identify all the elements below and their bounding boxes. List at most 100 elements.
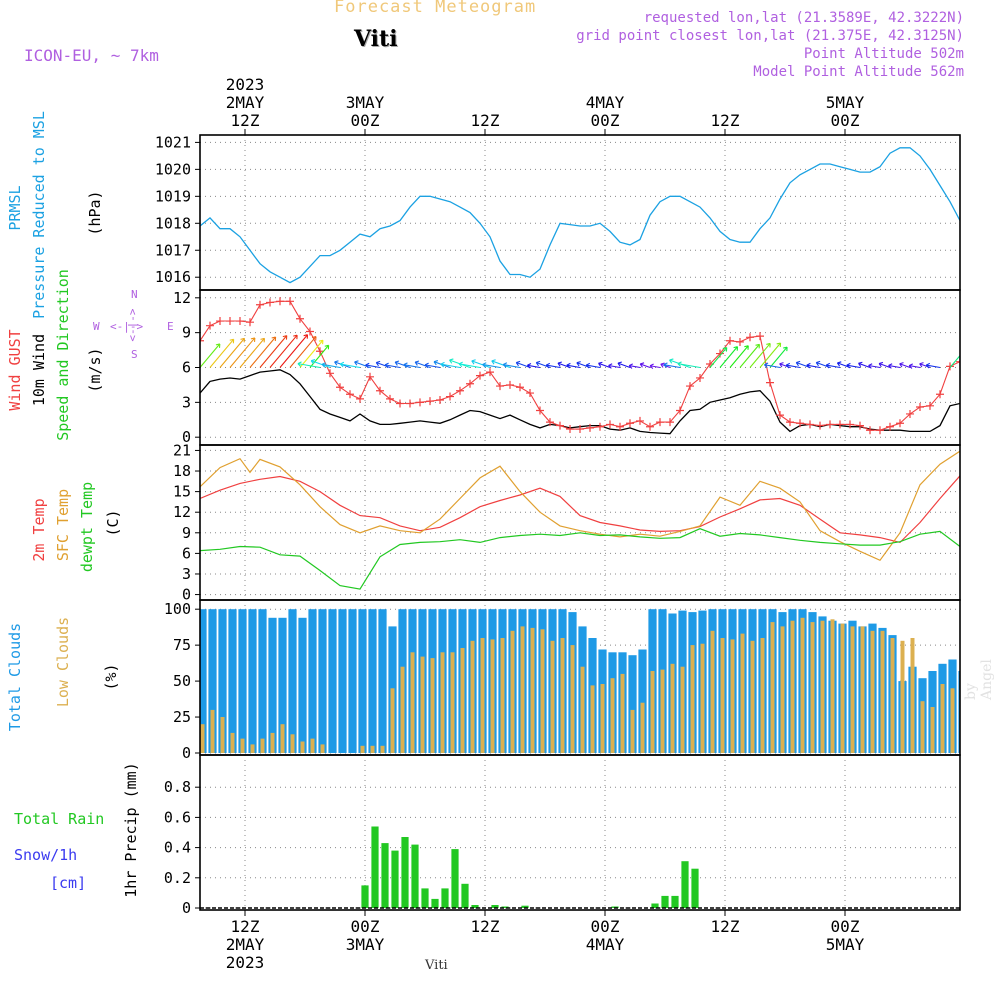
temperature-tick-label: 21 xyxy=(173,441,191,459)
wind-arrow-head xyxy=(282,335,288,340)
low-cloud-bar xyxy=(720,638,725,753)
total-cloud-bar xyxy=(248,609,257,753)
total-cloud-bar xyxy=(200,609,207,753)
rain-bar xyxy=(401,837,409,908)
wind-arrow xyxy=(546,364,561,369)
time-label-bottom: 00Z xyxy=(351,917,380,936)
clouds-plot xyxy=(200,609,995,753)
low-cloud-bar xyxy=(530,627,535,753)
gust-marker xyxy=(296,314,304,323)
gust-marker xyxy=(946,362,954,371)
gust-marker xyxy=(226,317,234,326)
gust-marker xyxy=(936,390,944,399)
gust-marker xyxy=(366,372,374,381)
wind-arrow-head xyxy=(628,363,634,369)
time-label-bottom: 00Z xyxy=(591,917,620,936)
low-cloud-bar xyxy=(790,620,795,753)
low-cloud-bar xyxy=(670,663,675,753)
low-cloud-bar xyxy=(940,684,945,753)
wind-arrow-head xyxy=(324,344,330,350)
wind-arrow-head xyxy=(779,362,784,368)
temp-label-2m: 2m Temp xyxy=(30,498,48,561)
wind-arrow-head xyxy=(925,362,931,369)
low-cloud-bar xyxy=(380,745,385,753)
low-cloud-bar xyxy=(991,674,995,753)
wind-arrow-head xyxy=(617,361,622,367)
gust-marker xyxy=(886,422,894,431)
temperature-tick-label: 3 xyxy=(182,565,191,583)
low-cloud-bar xyxy=(640,702,645,753)
total-cloud-bar xyxy=(338,609,347,753)
gust-marker xyxy=(916,402,924,411)
wind-arrow xyxy=(909,365,921,369)
clouds-tick-label: 25 xyxy=(173,708,191,726)
wind-arrow xyxy=(482,363,501,369)
wind-arrow-head xyxy=(354,360,359,366)
wind-arrow xyxy=(394,361,411,369)
time-label-bottom: 4MAY xyxy=(586,935,625,954)
precip-tick-label: 0.8 xyxy=(164,778,191,796)
gust-marker xyxy=(586,423,594,432)
low-cloud-bar xyxy=(700,643,705,753)
low-cloud-bar xyxy=(270,732,275,753)
compass-west: W xyxy=(93,320,100,333)
gust-marker xyxy=(826,420,834,429)
total-cloud-bar xyxy=(348,609,357,753)
wind-arrow xyxy=(858,362,871,369)
time-label-top: 00Z xyxy=(591,111,620,130)
low-cloud-bar xyxy=(240,738,245,753)
wind-arrow xyxy=(239,338,265,368)
clouds-label-low: Low Clouds xyxy=(54,617,72,707)
wind-label-gust: Wind GUST xyxy=(6,329,24,410)
low-cloud-bar xyxy=(870,630,875,753)
low-cloud-bar xyxy=(981,664,985,753)
gust-marker xyxy=(436,396,444,405)
low-cloud-bar xyxy=(250,744,255,753)
low-cloud-bar xyxy=(740,633,745,753)
wind-arrow xyxy=(826,364,841,369)
temperature-plot xyxy=(200,450,960,590)
wind-arrow xyxy=(527,364,541,369)
wind-arrow-head xyxy=(663,362,668,368)
wind-arrow-head xyxy=(825,362,831,369)
wind-arrow-head xyxy=(566,362,571,369)
wind-arrow xyxy=(719,346,738,368)
pressure-unit: (hPa) xyxy=(86,190,104,235)
gust-marker xyxy=(216,317,224,326)
pressure-tick-label: 1016 xyxy=(155,268,191,286)
gust-marker xyxy=(576,425,584,434)
total-cloud-bar xyxy=(258,609,267,753)
wind-arrow xyxy=(598,362,611,369)
wind-arrow-head xyxy=(440,361,445,368)
low-cloud-bar xyxy=(320,744,325,753)
precip-label-snow: Snow/1h xyxy=(14,846,77,864)
low-cloud-bar xyxy=(510,630,515,753)
rain-bar xyxy=(451,849,459,908)
wind-arrow xyxy=(459,363,481,369)
low-cloud-bar xyxy=(470,640,475,753)
wind-arrow-head xyxy=(334,360,339,366)
wind-tick-label: 3 xyxy=(182,393,191,411)
wind-tick-label: 0 xyxy=(182,428,191,446)
time-label-top: 3MAY xyxy=(346,93,385,112)
wind-tick-label: 12 xyxy=(173,289,191,307)
low-cloud-bar xyxy=(630,709,635,753)
wind-arrow-head xyxy=(733,346,739,351)
wind-tick-label: 6 xyxy=(182,359,191,377)
wind-arrow xyxy=(289,336,317,368)
gust-marker xyxy=(626,419,634,428)
rain-bar xyxy=(391,850,399,908)
low-cloud-bar xyxy=(370,745,375,753)
time-label-bottom: 12Z xyxy=(711,917,740,936)
wind-arrow-head xyxy=(795,360,801,367)
low-cloud-bar xyxy=(950,688,955,753)
model-altitude: Model Point Altitude 562m xyxy=(753,64,964,80)
wind-arrow xyxy=(516,361,531,369)
wind-arrow xyxy=(297,363,321,369)
wind-arrow-head xyxy=(471,359,476,365)
wind-arrow-head xyxy=(783,346,788,352)
wind-arrow xyxy=(365,364,381,369)
time-label-bottom: 12Z xyxy=(231,917,260,936)
gust-marker xyxy=(746,333,754,342)
